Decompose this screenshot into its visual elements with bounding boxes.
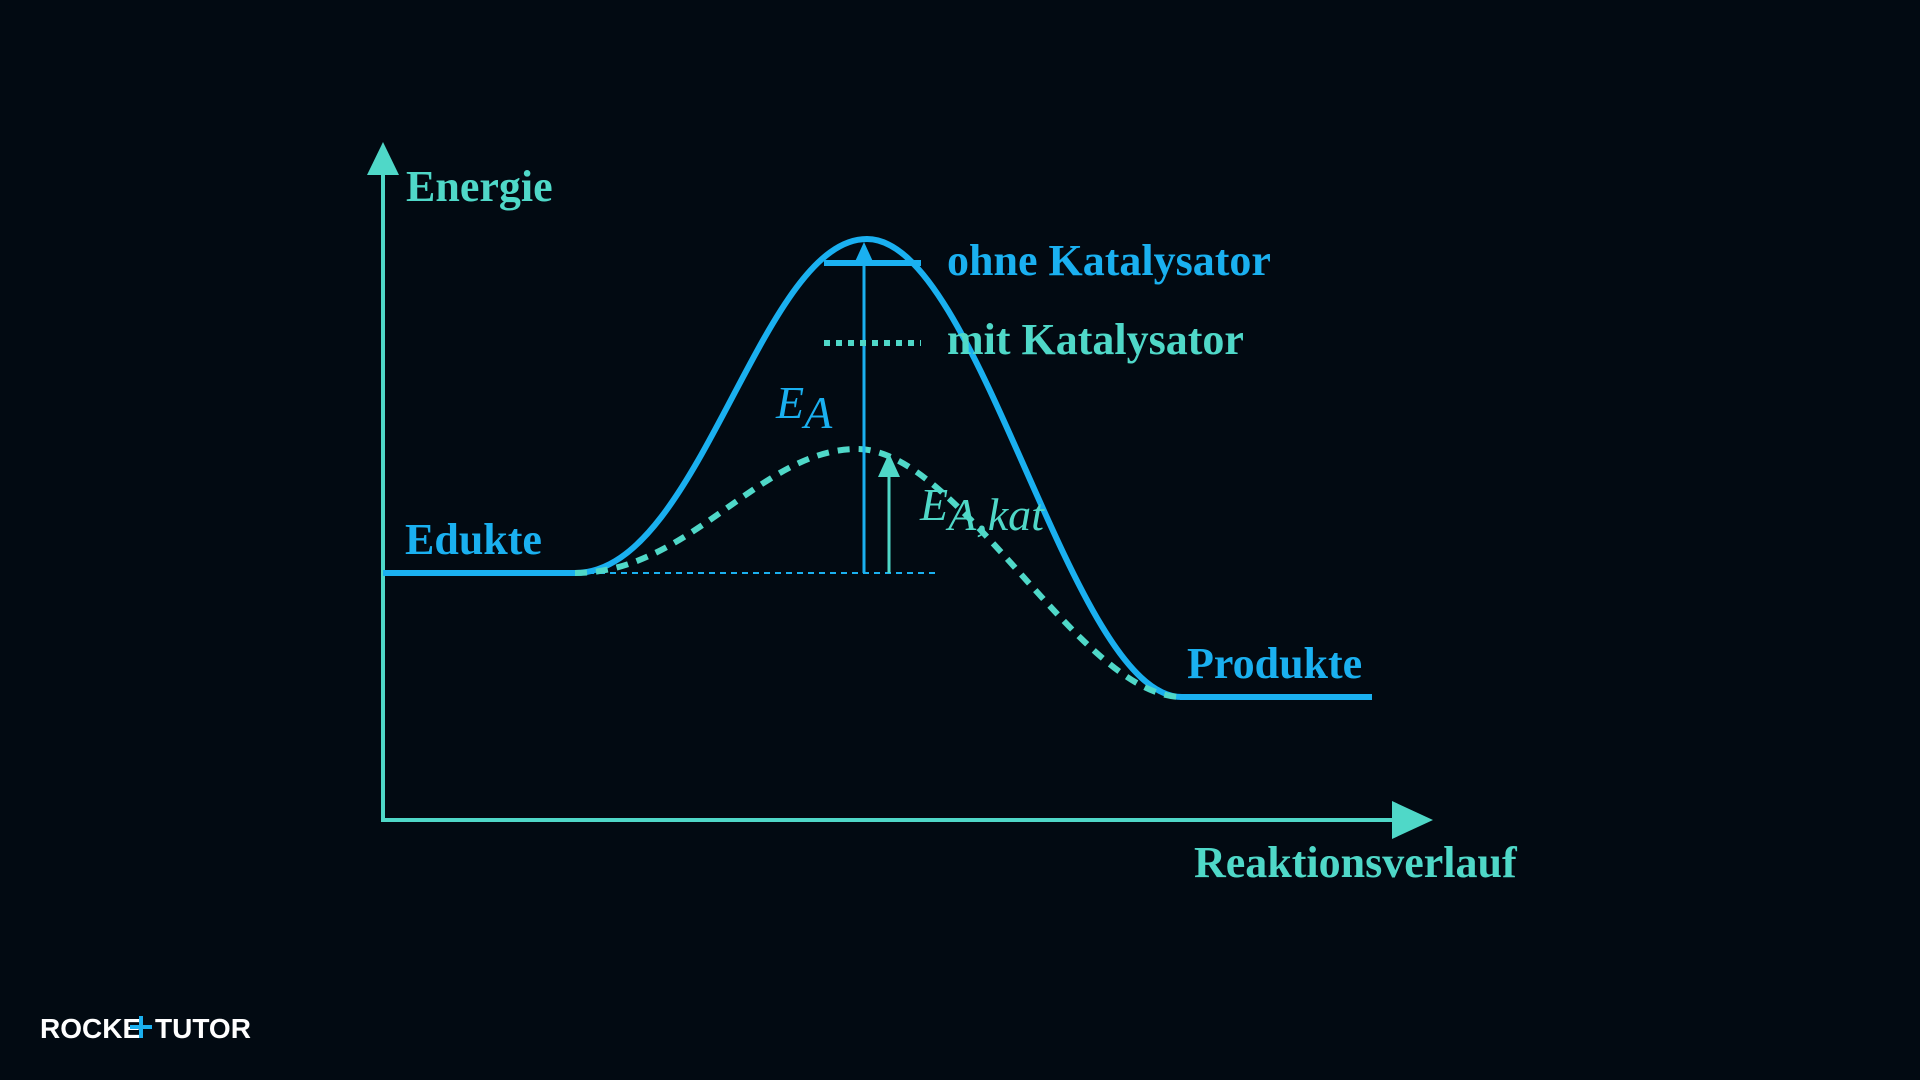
y-axis-arrow bbox=[367, 142, 399, 175]
edukte-label: Edukte bbox=[405, 515, 542, 564]
x-axis-label: Reaktionsverlauf bbox=[1194, 838, 1518, 887]
curve-without-catalyst bbox=[574, 235, 1183, 700]
logo-plus bbox=[130, 1016, 152, 1038]
ea-subscript: A bbox=[801, 387, 833, 438]
legend-label: mit Katalysator bbox=[947, 315, 1244, 364]
ea-kat-subscript: A,kat bbox=[945, 489, 1045, 540]
produkte-label: Produkte bbox=[1187, 639, 1362, 688]
ea-symbol: E bbox=[775, 377, 804, 428]
ea-label: EA bbox=[775, 377, 833, 438]
y-axis-label: Energie bbox=[406, 162, 553, 211]
x-axis-arrow bbox=[1392, 801, 1433, 839]
ea-kat-arrow-head bbox=[878, 453, 900, 477]
ea-kat-symbol: E bbox=[919, 479, 948, 530]
logo-right: TUTOR bbox=[155, 1013, 251, 1044]
ea-kat-label: EA,kat bbox=[919, 479, 1045, 540]
legend-label: ohne Katalysator bbox=[947, 236, 1271, 285]
logo-plus-h bbox=[130, 1025, 152, 1029]
logo-left: ROCKE bbox=[40, 1013, 141, 1044]
